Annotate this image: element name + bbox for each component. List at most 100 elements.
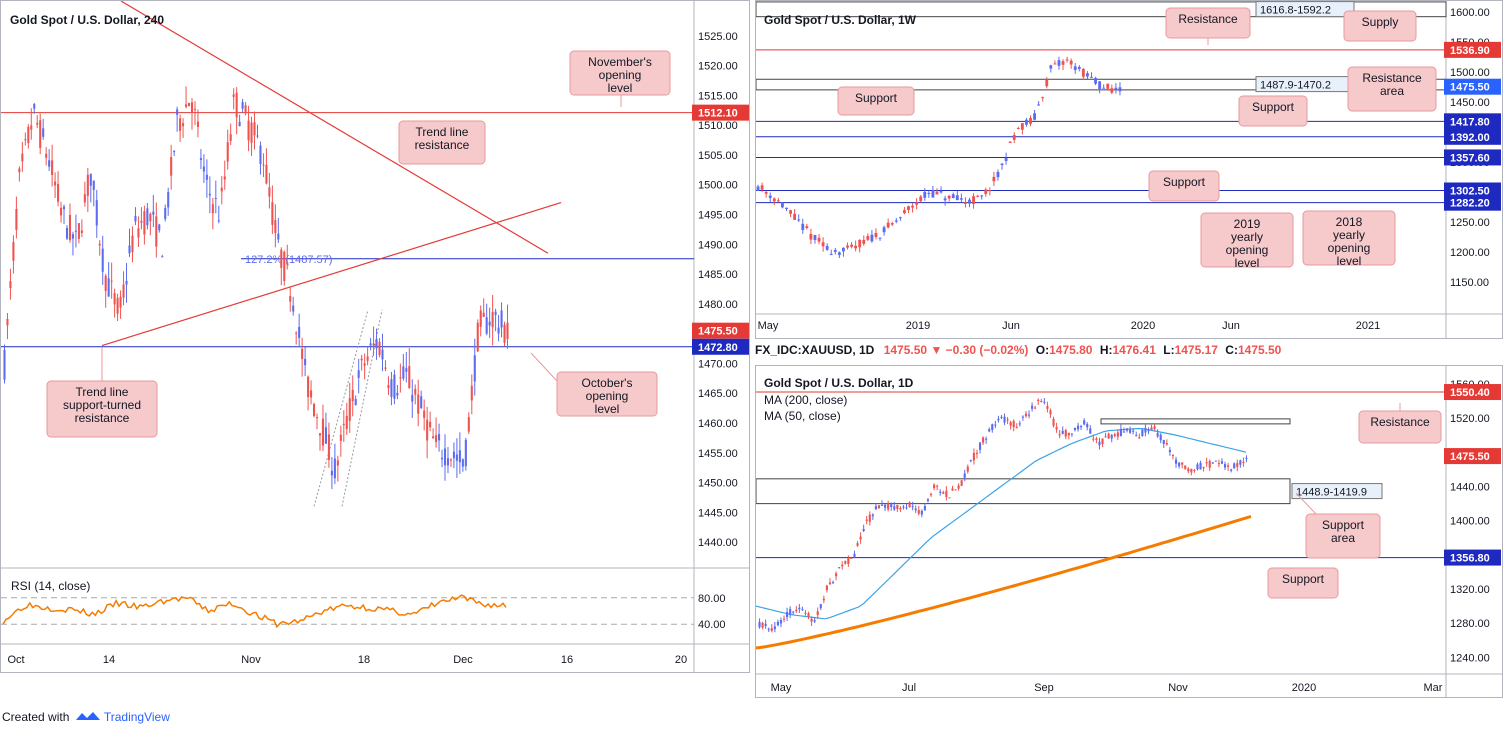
h4-note-october-text: October's bbox=[582, 376, 633, 390]
h4-candle bbox=[187, 102, 191, 107]
h4-note-trendline-support-text: support-turned bbox=[63, 398, 141, 412]
w1-price-badge-text: 1302.50 bbox=[1450, 186, 1490, 198]
h4-candle bbox=[21, 153, 24, 162]
d1-candle bbox=[942, 492, 945, 494]
d1-candle bbox=[899, 508, 902, 510]
h4-y-tick: 1445.00 bbox=[698, 507, 738, 519]
d1-candle bbox=[917, 510, 920, 514]
h4-candle bbox=[301, 348, 304, 360]
h4-candle bbox=[86, 174, 89, 196]
d1-candle bbox=[828, 582, 832, 585]
d1-candle bbox=[936, 485, 939, 487]
w1-x-tick: Jun bbox=[1002, 320, 1020, 332]
d1-candle bbox=[1184, 465, 1187, 469]
w1-candle bbox=[972, 196, 975, 205]
d1-chart-svg[interactable]: 1240.001280.001320.001360.001400.001440.… bbox=[756, 366, 1502, 697]
h4-candle bbox=[259, 145, 262, 165]
tradingview-brand[interactable]: TradingView bbox=[103, 710, 170, 724]
d1-candle bbox=[1199, 462, 1202, 470]
h4-x-tick: 14 bbox=[103, 654, 115, 666]
h4-candle bbox=[95, 200, 98, 226]
h4-y-tick: 1515.00 bbox=[698, 90, 738, 102]
h4-fib-guide bbox=[341, 309, 383, 507]
h4-candle bbox=[134, 215, 137, 222]
w1-note-2019 bbox=[1200, 212, 1294, 268]
w1-candle bbox=[1065, 59, 1069, 61]
d1-candle bbox=[1147, 430, 1150, 432]
h4-candle bbox=[384, 367, 387, 369]
w1-price-badge bbox=[1444, 194, 1501, 211]
w1-resistance-box-text: 1487.9-1470.2 bbox=[1260, 80, 1331, 92]
h4-candle bbox=[226, 142, 229, 162]
d1-candle bbox=[1086, 423, 1089, 428]
close-label: C: bbox=[1225, 343, 1238, 357]
d1-candle bbox=[1049, 410, 1052, 415]
w1-candle bbox=[1110, 88, 1114, 93]
w1-note-resistance-text: Resistance bbox=[1178, 12, 1238, 26]
h4-candle bbox=[443, 448, 447, 466]
w1-candle bbox=[870, 234, 874, 242]
w1-chart-panel[interactable]: 1150.001200.001250.001300.001350.001400.… bbox=[755, 0, 1503, 339]
h4-candle bbox=[146, 208, 149, 226]
d1-candle bbox=[838, 567, 841, 569]
h4-y-tick: 1480.00 bbox=[698, 299, 738, 311]
h4-candle bbox=[68, 214, 72, 241]
high-label: H: bbox=[1099, 343, 1113, 357]
h4-candle bbox=[238, 121, 241, 127]
h4-candle bbox=[324, 427, 327, 444]
h4-candle bbox=[387, 384, 390, 389]
h4-chart-panel[interactable]: 1440.00 1445.00 1450.00 1455.00 1460.00 1465.… bbox=[0, 0, 750, 673]
h4-candle bbox=[506, 322, 509, 339]
h4-note-trend-resistance-text: Trend line bbox=[416, 125, 469, 139]
h4-candle bbox=[158, 224, 161, 231]
d1-candle bbox=[954, 489, 957, 491]
h4-candle bbox=[333, 458, 336, 479]
w1-candle bbox=[886, 222, 890, 228]
h4-candle bbox=[473, 355, 476, 382]
footer-credit[interactable]: Created with TradingView bbox=[2, 710, 170, 724]
w1-candle bbox=[1020, 123, 1024, 130]
d1-x-tick: May bbox=[771, 682, 792, 694]
d1-chart-panel[interactable]: 1240.001280.001320.001360.001400.001440.… bbox=[755, 365, 1503, 698]
d1-candle bbox=[1208, 460, 1211, 468]
h4-candle bbox=[298, 326, 301, 338]
d1-candle bbox=[994, 424, 997, 426]
d1-candle bbox=[859, 536, 862, 540]
h4-candle bbox=[80, 230, 83, 233]
w1-candle bbox=[935, 191, 939, 195]
w1-candle bbox=[898, 217, 902, 219]
d1-candle bbox=[1239, 460, 1242, 465]
w1-note-2018-text: yearly bbox=[1333, 228, 1365, 242]
w1-candle bbox=[1094, 78, 1097, 84]
h4-candle bbox=[295, 332, 298, 334]
h4-candle bbox=[253, 122, 256, 136]
w1-candle bbox=[996, 171, 1000, 178]
h4-candle bbox=[140, 220, 143, 223]
h4-price-badge bbox=[692, 322, 749, 339]
d1-resistance-box bbox=[1100, 418, 1291, 425]
h4-chart-svg[interactable]: 1440.001445.001450.001455.001460.001465.… bbox=[1, 1, 749, 672]
h4-candle bbox=[101, 248, 104, 272]
h4-candle bbox=[461, 459, 464, 467]
h4-candle bbox=[435, 435, 438, 443]
d1-note-pointer bbox=[1295, 492, 1317, 515]
d1-candle bbox=[871, 514, 874, 517]
h4-candle bbox=[357, 370, 360, 378]
w1-candle bbox=[833, 249, 837, 252]
w1-candle bbox=[1118, 87, 1122, 92]
w1-y-tick: 1450.00 bbox=[1450, 97, 1490, 109]
w1-chart-svg[interactable]: 1150.001200.001250.001300.001350.001400.… bbox=[756, 1, 1502, 338]
h4-rsi-label: RSI (14, close) bbox=[11, 579, 90, 593]
h4-candle bbox=[92, 180, 95, 190]
h4-price-badge-text: 1472.80 bbox=[698, 342, 738, 354]
h4-fib-guide bbox=[313, 309, 369, 507]
d1-candle bbox=[966, 466, 969, 472]
w1-candle bbox=[1081, 68, 1085, 77]
d1-candle bbox=[1040, 401, 1043, 403]
d1-candle bbox=[1162, 439, 1165, 444]
d1-candle bbox=[862, 529, 865, 531]
open-label: O: bbox=[1035, 343, 1050, 357]
h4-candle bbox=[265, 164, 268, 184]
d1-candle bbox=[1107, 433, 1110, 439]
d1-candle bbox=[844, 561, 847, 564]
